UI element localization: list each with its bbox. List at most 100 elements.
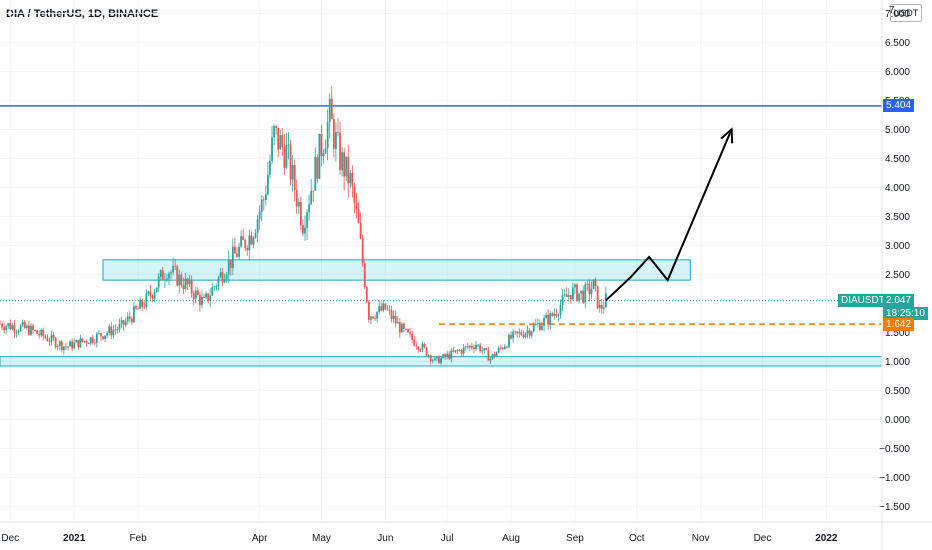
candle-body	[551, 313, 554, 316]
candle-body	[215, 286, 218, 287]
x-tick-label: Dec	[1, 533, 19, 544]
candle-body	[481, 350, 484, 352]
candle-body	[444, 354, 447, 357]
candle-body	[248, 235, 251, 251]
candle-body	[58, 341, 61, 347]
candle-body	[522, 335, 525, 338]
candle-body	[345, 156, 348, 177]
candle-body	[73, 342, 76, 349]
candle-body	[405, 328, 407, 330]
y-tick-label: 4.000	[885, 183, 910, 194]
candle-body	[520, 332, 523, 336]
candle-body	[471, 345, 473, 348]
candle-body	[91, 337, 94, 343]
candle-body	[438, 356, 440, 364]
candle-body	[448, 353, 451, 359]
candle-body	[536, 323, 539, 325]
candle-body	[273, 126, 275, 138]
candle-body	[153, 292, 156, 299]
candle-body	[545, 314, 547, 319]
candle-body	[450, 350, 453, 359]
candle-body	[240, 236, 243, 247]
candle-body	[596, 285, 599, 308]
support-price-tag: 1.642	[883, 317, 915, 331]
candle-body	[388, 309, 391, 311]
candle-body	[205, 293, 207, 298]
candle-body	[256, 218, 259, 233]
candle-body	[592, 279, 595, 290]
candle-body	[310, 190, 313, 205]
candle-body	[337, 132, 339, 133]
candle-body	[254, 232, 257, 238]
upper-zone	[102, 259, 691, 281]
candle-body	[429, 355, 432, 362]
candle-body	[477, 344, 479, 346]
currency-unit-button[interactable]: USDT	[890, 4, 922, 22]
candle-body	[213, 286, 216, 288]
candle-body	[126, 316, 129, 322]
candle-body	[79, 338, 82, 348]
candle-body	[56, 346, 59, 348]
candle-body	[602, 307, 605, 309]
candle-body	[574, 284, 576, 288]
candle-body	[114, 329, 117, 331]
candle-body	[396, 321, 399, 324]
candle-body	[543, 318, 545, 326]
candle-body	[168, 273, 170, 279]
candle-body	[539, 323, 541, 330]
candle-body	[198, 294, 201, 306]
candle-body	[192, 293, 195, 300]
candle-body	[225, 274, 228, 280]
candle-body	[242, 236, 245, 241]
candle-body	[207, 293, 210, 301]
candle-body	[236, 253, 238, 257]
candle-body	[262, 199, 265, 201]
x-tick-label: 2021	[63, 533, 86, 544]
candle-body	[157, 276, 160, 288]
candle-body	[11, 325, 14, 330]
candle-body	[330, 98, 333, 120]
candle-body	[186, 278, 189, 285]
candle-body	[234, 246, 236, 254]
candle-body	[252, 237, 255, 245]
candle-body	[15, 331, 18, 333]
y-tick-label: −1.500	[879, 502, 910, 513]
y-tick-label: 4.500	[885, 154, 910, 165]
candle-body	[295, 190, 298, 207]
candle-body	[559, 305, 562, 315]
candle-body	[322, 153, 325, 157]
candle-body	[9, 323, 12, 330]
candle-body	[355, 202, 358, 210]
candle-body	[116, 329, 119, 331]
candle-body	[578, 293, 580, 301]
candle-body	[27, 325, 30, 335]
y-tick-label: 7.000	[885, 9, 910, 20]
candle-body	[102, 336, 104, 339]
candle-body	[526, 330, 529, 334]
candle-body	[417, 346, 420, 350]
y-tick-label: 1.500	[885, 328, 910, 339]
candle-body	[172, 265, 175, 273]
candle-body	[425, 347, 428, 356]
candle-body	[260, 199, 263, 212]
candle-body	[586, 283, 589, 285]
candle-body	[287, 144, 290, 146]
candle-body	[584, 284, 587, 303]
candle-body	[370, 316, 372, 320]
candle-body	[508, 335, 510, 348]
candle-body	[435, 356, 438, 359]
countdown-tag: 18:25:10	[883, 307, 928, 321]
candle-body	[21, 322, 24, 326]
candle-body	[530, 331, 533, 336]
candle-body	[38, 333, 41, 336]
candle-body	[0, 323, 1, 325]
projection-arrow-head	[720, 127, 734, 144]
candle-body	[347, 156, 350, 184]
candle-body	[190, 279, 193, 294]
candle-body	[149, 291, 152, 296]
candle-body	[600, 304, 603, 309]
x-tick-label: 2022	[815, 533, 838, 544]
y-tick-label: 3.500	[885, 212, 910, 223]
candle-body	[398, 321, 401, 333]
